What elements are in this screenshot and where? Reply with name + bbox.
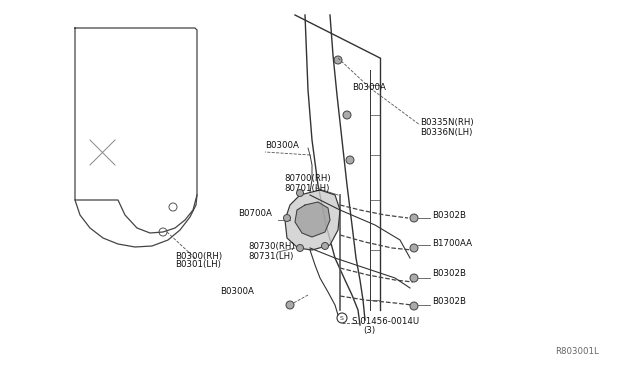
Text: B1700AA: B1700AA: [432, 238, 472, 247]
Circle shape: [296, 189, 303, 196]
Text: 80701(LH): 80701(LH): [284, 183, 330, 192]
Text: 80700(RH): 80700(RH): [284, 173, 331, 183]
Circle shape: [284, 215, 291, 221]
Circle shape: [410, 302, 418, 310]
Text: B0336N(LH): B0336N(LH): [420, 128, 472, 137]
Circle shape: [321, 243, 328, 250]
Circle shape: [334, 56, 342, 64]
Text: B0335N(RH): B0335N(RH): [420, 118, 474, 126]
Text: S: S: [340, 315, 344, 321]
Text: R803001L: R803001L: [555, 347, 599, 356]
Text: S 01456-0014U: S 01456-0014U: [352, 317, 419, 326]
Circle shape: [296, 244, 303, 251]
Text: B0302B: B0302B: [432, 298, 466, 307]
Text: B0301(LH): B0301(LH): [175, 260, 221, 269]
Text: B0300(RH): B0300(RH): [175, 251, 222, 260]
Text: B0302B: B0302B: [432, 269, 466, 279]
Circle shape: [410, 274, 418, 282]
Text: 80730(RH): 80730(RH): [248, 243, 294, 251]
Polygon shape: [295, 202, 330, 237]
Circle shape: [410, 244, 418, 252]
Text: (3): (3): [363, 327, 375, 336]
Text: B0300A: B0300A: [352, 83, 386, 93]
Text: B0700A: B0700A: [238, 208, 272, 218]
Text: B0302B: B0302B: [432, 211, 466, 219]
Text: 80731(LH): 80731(LH): [248, 253, 293, 262]
Circle shape: [410, 214, 418, 222]
Polygon shape: [285, 190, 340, 250]
Text: B0300A: B0300A: [220, 288, 254, 296]
Circle shape: [343, 111, 351, 119]
Circle shape: [286, 301, 294, 309]
Circle shape: [346, 156, 354, 164]
Text: B0300A: B0300A: [265, 141, 299, 150]
